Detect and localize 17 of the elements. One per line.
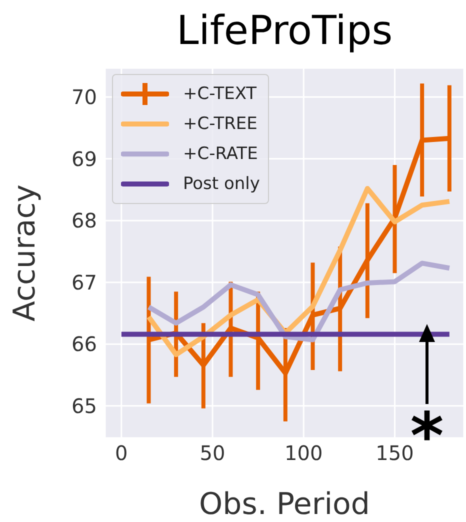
y-tick-label: 68 xyxy=(72,208,97,233)
legend-label: +C-RATE xyxy=(183,144,258,164)
x-tick-label: 0 xyxy=(115,441,128,466)
y-tick-label: 66 xyxy=(72,332,97,356)
x-axis-title: Obs. Period xyxy=(199,487,370,522)
legend-label: Post only xyxy=(183,174,260,194)
y-tick-label: 69 xyxy=(72,146,97,171)
chart-title: LifeProTips xyxy=(175,8,394,54)
y-axis-title: Accuracy xyxy=(8,184,43,322)
y-tick-label: 70 xyxy=(72,85,97,110)
y-tick-label: 65 xyxy=(72,394,97,418)
x-tick-label: 50 xyxy=(200,441,226,466)
y-tick-label: 67 xyxy=(72,270,97,294)
legend-label: +C-TREE xyxy=(183,114,258,134)
x-tick-label: 150 xyxy=(376,441,414,466)
x-tick-label: 100 xyxy=(284,441,323,466)
legend-label: +C-TEXT xyxy=(183,84,257,104)
